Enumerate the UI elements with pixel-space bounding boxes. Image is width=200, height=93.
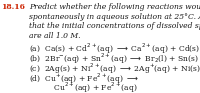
Text: (d)  Cu$^{+}$(aq) + Fe$^{2+}$(aq) $\longrightarrow$: (d) Cu$^{+}$(aq) + Fe$^{2+}$(aq) $\longr…	[29, 71, 139, 86]
Text: spontaneously in aqueous solution at 25°C. Assume: spontaneously in aqueous solution at 25°…	[29, 13, 200, 21]
Text: (a)  Ca(s) + Cd$^{2+}$(aq) $\longrightarrow$ Ca$^{2+}$(aq) + Cd(s): (a) Ca(s) + Cd$^{2+}$(aq) $\longrightarr…	[29, 42, 200, 56]
Text: Cu$^{2+}$(aq) + Fe$^{2+}$(aq): Cu$^{2+}$(aq) + Fe$^{2+}$(aq)	[29, 81, 138, 93]
Text: 18.16: 18.16	[1, 3, 25, 11]
Text: (c)  2Ag(s) + Ni$^{2+}$(aq) $\longrightarrow$ 2Ag$^{+}$(aq) + Ni(s): (c) 2Ag(s) + Ni$^{2+}$(aq) $\longrightar…	[29, 61, 200, 76]
Text: are all 1.0 M.: are all 1.0 M.	[29, 32, 80, 40]
Text: Predict whether the following reactions would occur: Predict whether the following reactions …	[29, 3, 200, 11]
Text: (b)  2Br$^{-}$(aq) + Sn$^{2+}$(aq) $\longrightarrow$ Br$_2$(l) + Sn(s): (b) 2Br$^{-}$(aq) + Sn$^{2+}$(aq) $\long…	[29, 52, 199, 66]
Text: that the initial concentrations of dissolved species: that the initial concentrations of disso…	[29, 22, 200, 30]
